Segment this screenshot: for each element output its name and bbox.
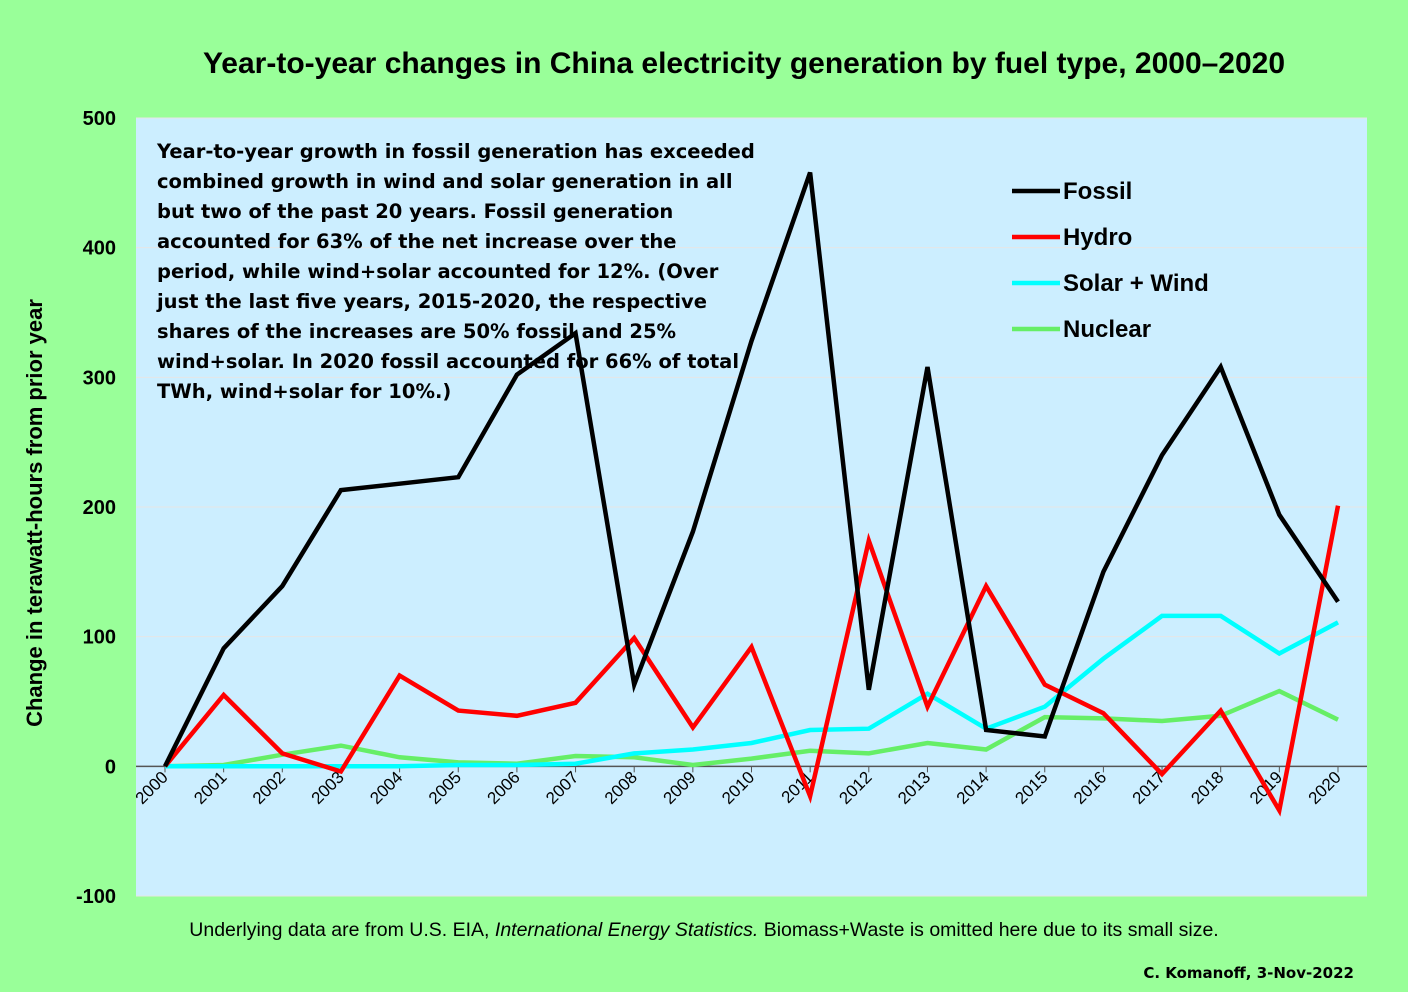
source-title: International Energy Statistics. xyxy=(494,919,759,941)
series-lines xyxy=(162,171,1341,817)
legend-label: Hydro xyxy=(1063,224,1132,251)
chart-title: Year-to-year changes in China electricit… xyxy=(203,47,1285,80)
series-line-solar-wind xyxy=(165,613,1340,769)
y-tick-label: 100 xyxy=(83,627,116,649)
legend-label: Fossil xyxy=(1063,178,1132,205)
source-note: Underlying data are from U.S. EIA, Inter… xyxy=(0,919,1408,942)
y-tick-label: 400 xyxy=(83,238,116,260)
chart-annotation: Year-to-year growth in fossil generation… xyxy=(157,140,755,403)
legend: Fossil Hydro Solar + Wind Nuclear xyxy=(1012,178,1209,343)
legend-label: Solar + Wind xyxy=(1063,270,1209,297)
y-tick-label: -100 xyxy=(76,886,116,908)
y-tick-label: 200 xyxy=(83,497,116,519)
series-line-hydro xyxy=(163,505,1341,817)
credit-line: C. Komanoff, 3-Nov-2022 xyxy=(1143,964,1354,982)
y-tick-label: 0 xyxy=(105,756,116,778)
y-tick-label: 300 xyxy=(83,367,116,389)
source-text: Underlying data are from U.S. EIA, xyxy=(189,919,495,941)
y-axis-label: Change in terawatt-hours from prior year xyxy=(22,299,47,727)
source-text-end: Biomass+Waste is omitted here due to its… xyxy=(758,919,1219,941)
series-line-nuclear xyxy=(164,688,1339,769)
series-line-fossil xyxy=(162,171,1340,768)
y-axis-ticks: 500 400 300 200 100 0 -100 xyxy=(76,108,116,908)
gridlines xyxy=(136,117,1367,897)
y-tick-label: 500 xyxy=(83,108,116,130)
legend-label: Nuclear xyxy=(1063,316,1151,343)
